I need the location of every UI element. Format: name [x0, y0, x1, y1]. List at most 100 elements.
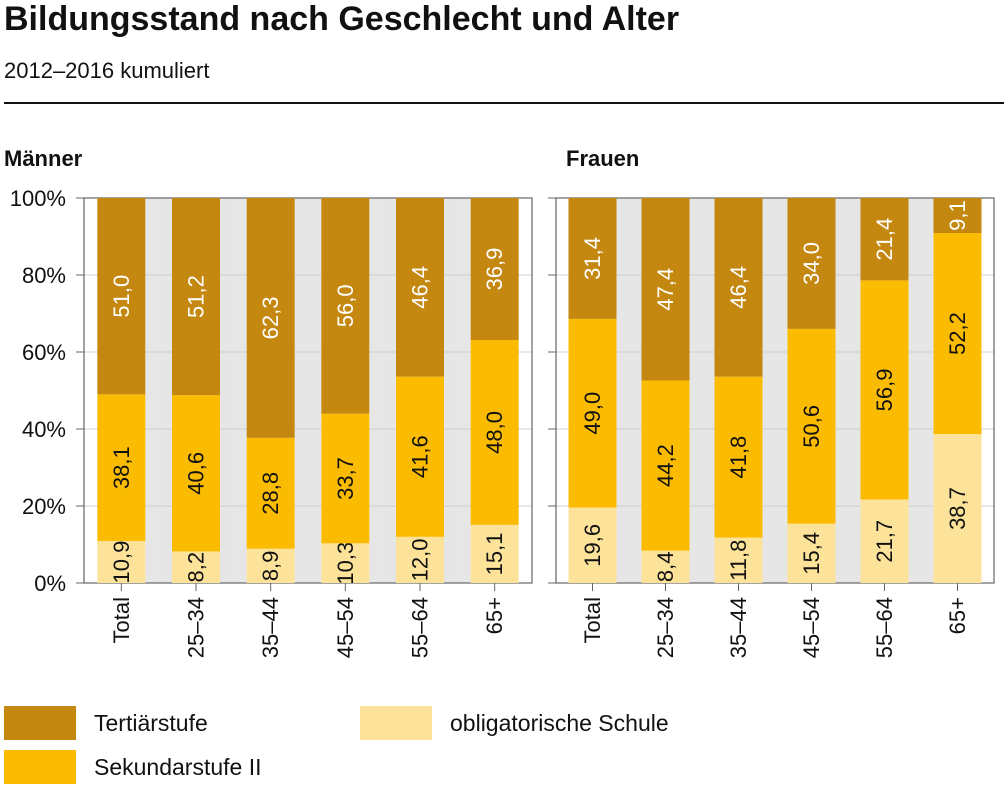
- grid-band: [145, 198, 159, 583]
- bar-segment-tertiaer: [933, 198, 982, 234]
- bar-segment-tertiaer: [470, 198, 519, 341]
- data-label: 56,0: [333, 284, 358, 327]
- bar-segment-tertiaer: [860, 198, 909, 281]
- grid-band: [616, 198, 629, 583]
- bar-segment-tertiaer: [97, 198, 146, 395]
- bar-segment-obligatorisch: [714, 537, 763, 583]
- grid-band: [294, 198, 308, 583]
- data-label: 10,9: [109, 541, 134, 584]
- category-label: 25–34: [653, 597, 678, 658]
- bar-segment-sekundar: [396, 376, 444, 537]
- data-label: 51,2: [184, 275, 209, 318]
- category-label: 55–64: [872, 597, 897, 658]
- data-label: 12,0: [408, 538, 433, 581]
- grid-band: [629, 198, 642, 583]
- bar-segment-sekundar: [933, 233, 982, 435]
- data-label: 41,8: [726, 436, 751, 479]
- bar-segment-sekundar: [470, 340, 519, 525]
- data-label: 28,8: [258, 472, 283, 515]
- chart-subtitle: 2012–2016 kumuliert: [4, 58, 210, 83]
- legend-label-sekundar: Sekundarstufe II: [94, 753, 262, 780]
- data-label: 40,6: [184, 452, 209, 495]
- data-label: 8,9: [258, 551, 283, 582]
- grid-band: [158, 198, 172, 583]
- legend-swatch-sekundar: [4, 750, 76, 784]
- data-label: 50,6: [799, 405, 824, 448]
- bar-segment-obligatorisch: [172, 551, 220, 583]
- category-label: 45–54: [333, 597, 358, 658]
- category-label: Total: [109, 597, 134, 643]
- bar-segment-obligatorisch: [470, 524, 519, 583]
- bar-segment-sekundar: [172, 395, 220, 552]
- data-label: 9,1: [945, 200, 970, 231]
- bar-segment-obligatorisch: [97, 541, 146, 583]
- data-label: 38,1: [109, 446, 134, 489]
- grid-band: [702, 198, 715, 583]
- grid-band: [689, 198, 702, 583]
- y-tick-label: 60%: [22, 340, 66, 365]
- bar-segment-tertiaer: [396, 198, 444, 377]
- chart-title: Bildungsstand nach Geschlecht und Alter: [4, 0, 680, 38]
- grid-band: [835, 198, 848, 583]
- category-label: 35–44: [726, 597, 751, 658]
- y-tick-label: 20%: [22, 494, 66, 519]
- bar-segment-tertiaer: [641, 198, 690, 381]
- data-label: 44,2: [653, 444, 678, 487]
- data-label: 8,2: [184, 552, 209, 583]
- legend-item-obligatorisch: obligatorische Schule: [360, 706, 669, 740]
- data-label: 46,4: [726, 266, 751, 309]
- data-label: 31,4: [580, 237, 605, 280]
- legend-item-sekundar: Sekundarstufe II: [4, 750, 262, 784]
- grid-band: [848, 198, 861, 583]
- bar-segment-tertiaer: [787, 198, 836, 329]
- y-tick-label: 0%: [34, 571, 66, 596]
- bar-segment-tertiaer: [714, 198, 763, 377]
- legend-label-tertiaer: Tertiärstufe: [94, 709, 208, 736]
- category-label: 55–64: [408, 597, 433, 658]
- legend-swatch-tertiaer: [4, 706, 76, 740]
- bar-segment-sekundar: [641, 380, 690, 551]
- title-divider: [4, 102, 1004, 104]
- bar-segment-obligatorisch: [568, 507, 617, 583]
- bar-segment-sekundar: [246, 437, 295, 549]
- data-label: 51,0: [109, 275, 134, 318]
- data-label: 11,8: [726, 540, 751, 581]
- bar-segment-obligatorisch: [787, 523, 836, 583]
- data-label: 38,7: [945, 487, 970, 530]
- bar-segment-tertiaer: [568, 198, 617, 319]
- data-label: 15,4: [799, 532, 824, 575]
- grid-band: [369, 198, 383, 583]
- grid-band: [220, 198, 234, 583]
- category-label: Total: [580, 597, 605, 643]
- data-label: 36,9: [482, 248, 507, 291]
- plot-frame: [83, 197, 533, 584]
- grid-band: [308, 198, 322, 583]
- bar-segment-sekundar: [321, 413, 370, 544]
- bar-segment-obligatorisch: [641, 550, 690, 583]
- data-label: 8,4: [653, 552, 678, 583]
- bar-segment-sekundar: [787, 328, 836, 524]
- panel-title: Männer: [4, 146, 83, 171]
- y-tick-label: 40%: [22, 417, 66, 442]
- grid-band: [444, 198, 458, 583]
- panel-0: Männer 0% 20% 40% 60% 80% 100% 10,9 38,1 51,0 Tota…: [4, 146, 533, 658]
- bar-segment-tertiaer: [321, 198, 370, 414]
- grid-band: [762, 198, 775, 583]
- category-label: 65+: [482, 597, 507, 634]
- bar-segment-tertiaer: [172, 198, 220, 396]
- grid-band: [233, 198, 247, 583]
- y-tick-label: 80%: [22, 263, 66, 288]
- data-label: 62,3: [258, 297, 283, 340]
- data-label: 52,2: [945, 312, 970, 355]
- data-label: 46,4: [408, 266, 433, 309]
- panel-1: Frauen 19,6 49,0 31,4 Total 8,4 44,2 47,4 25–34 1…: [548, 146, 995, 658]
- data-label: 21,4: [872, 218, 897, 261]
- bar-segment-sekundar: [568, 318, 617, 508]
- grid-band: [457, 198, 471, 583]
- bar-segment-obligatorisch: [860, 499, 909, 583]
- data-label: 33,7: [333, 457, 358, 500]
- data-label: 48,0: [482, 411, 507, 454]
- data-label: 47,4: [653, 268, 678, 311]
- plot-frame: [555, 197, 995, 584]
- bar-segment-obligatorisch: [246, 548, 295, 583]
